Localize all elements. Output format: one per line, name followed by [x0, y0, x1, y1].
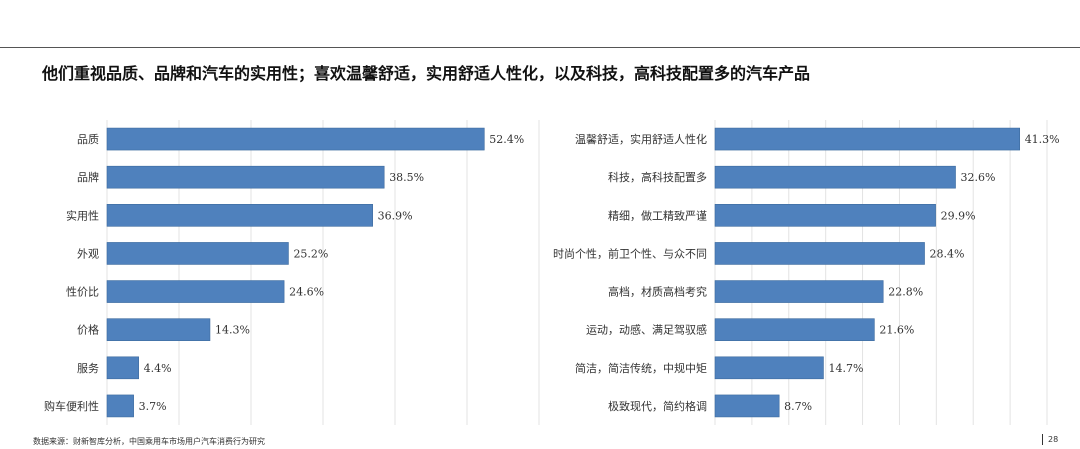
- value-label: 28.4%: [930, 247, 965, 260]
- bar: [714, 165, 956, 189]
- bar: [106, 204, 373, 227]
- value-label: 52.4%: [489, 133, 524, 146]
- bar: [714, 356, 824, 380]
- value-label: 38.5%: [389, 171, 424, 184]
- bar: [106, 394, 134, 418]
- category-label: 品牌: [77, 170, 99, 184]
- bar: [714, 318, 875, 341]
- category-label: 外观: [77, 247, 99, 260]
- value-label: 21.6%: [879, 324, 914, 337]
- bar: [714, 204, 936, 227]
- bar: [106, 356, 139, 380]
- page-number: 28: [1048, 435, 1059, 444]
- bar: [106, 165, 385, 189]
- right-bar-chart: 温馨舒适，实用舒适人性化 41.3% 科技，高科技配置多 32.6% 精细，做工精致严谨…: [540, 120, 1080, 425]
- value-label: 41.3%: [1025, 133, 1060, 146]
- value-label: 25.2%: [293, 247, 328, 260]
- header-rule: [0, 47, 1080, 48]
- value-label: 22.8%: [888, 286, 923, 299]
- bar: [714, 280, 884, 303]
- value-label: 29.9%: [941, 209, 976, 222]
- category-label: 服务: [77, 362, 99, 375]
- category-label: 高档，材质高档考究: [608, 285, 707, 299]
- value-label: 32.6%: [961, 171, 996, 184]
- bar: [714, 242, 925, 265]
- value-label: 8.7%: [784, 400, 812, 413]
- page-number-separator: [1042, 434, 1043, 445]
- category-label: 购车便利性: [44, 399, 99, 413]
- category-label: 科技，高科技配置多: [608, 170, 707, 184]
- bar: [106, 242, 289, 265]
- category-label: 运动，动感、满足驾驭感: [586, 324, 707, 337]
- category-label: 实用性: [66, 208, 99, 222]
- category-label: 简洁，简洁传统，中规中矩: [575, 361, 707, 375]
- bar: [106, 127, 485, 151]
- bar: [106, 280, 285, 303]
- category-label: 精细，做工精致严谨: [608, 208, 707, 222]
- value-label: 14.3%: [215, 324, 250, 337]
- bar: [714, 394, 780, 418]
- value-label: 36.9%: [378, 209, 413, 222]
- value-label: 4.4%: [144, 362, 172, 375]
- page-title: 他们重视品质、品牌和汽车的实用性；喜欢温馨舒适，实用舒适人性化，以及科技，高科技…: [42, 64, 811, 83]
- bar: [106, 318, 211, 341]
- right-bar-chart-svg: 温馨舒适，实用舒适人性化 41.3% 科技，高科技配置多 32.6% 精细，做工精致严谨…: [553, 120, 1060, 425]
- category-label: 温馨舒适，实用舒适人性化: [575, 132, 707, 146]
- left-bar-chart-svg: 品质 52.4% 品牌 38.5% 实用性 36.9% 外观 25.2% 性价比 24.6% 价格 1…: [44, 120, 540, 425]
- left-bar-chart: 品质 52.4% 品牌 38.5% 实用性 36.9% 外观 25.2% 性价比 24.6% 价格 1…: [0, 120, 540, 425]
- value-label: 24.6%: [289, 286, 324, 299]
- category-label: 性价比: [66, 285, 99, 299]
- value-label: 3.7%: [139, 400, 167, 413]
- category-label: 品质: [77, 133, 99, 146]
- category-label: 价格: [77, 323, 99, 337]
- value-label: 14.7%: [828, 362, 863, 375]
- data-source-note: 数据来源：财新智库分析，中国乘用车市场用户汽车消费行为研究: [33, 437, 265, 446]
- category-label: 极致现代，简约格调: [608, 399, 707, 413]
- bar: [714, 127, 1021, 151]
- category-label: 时尚个性，前卫个性、与众不同: [553, 246, 707, 260]
